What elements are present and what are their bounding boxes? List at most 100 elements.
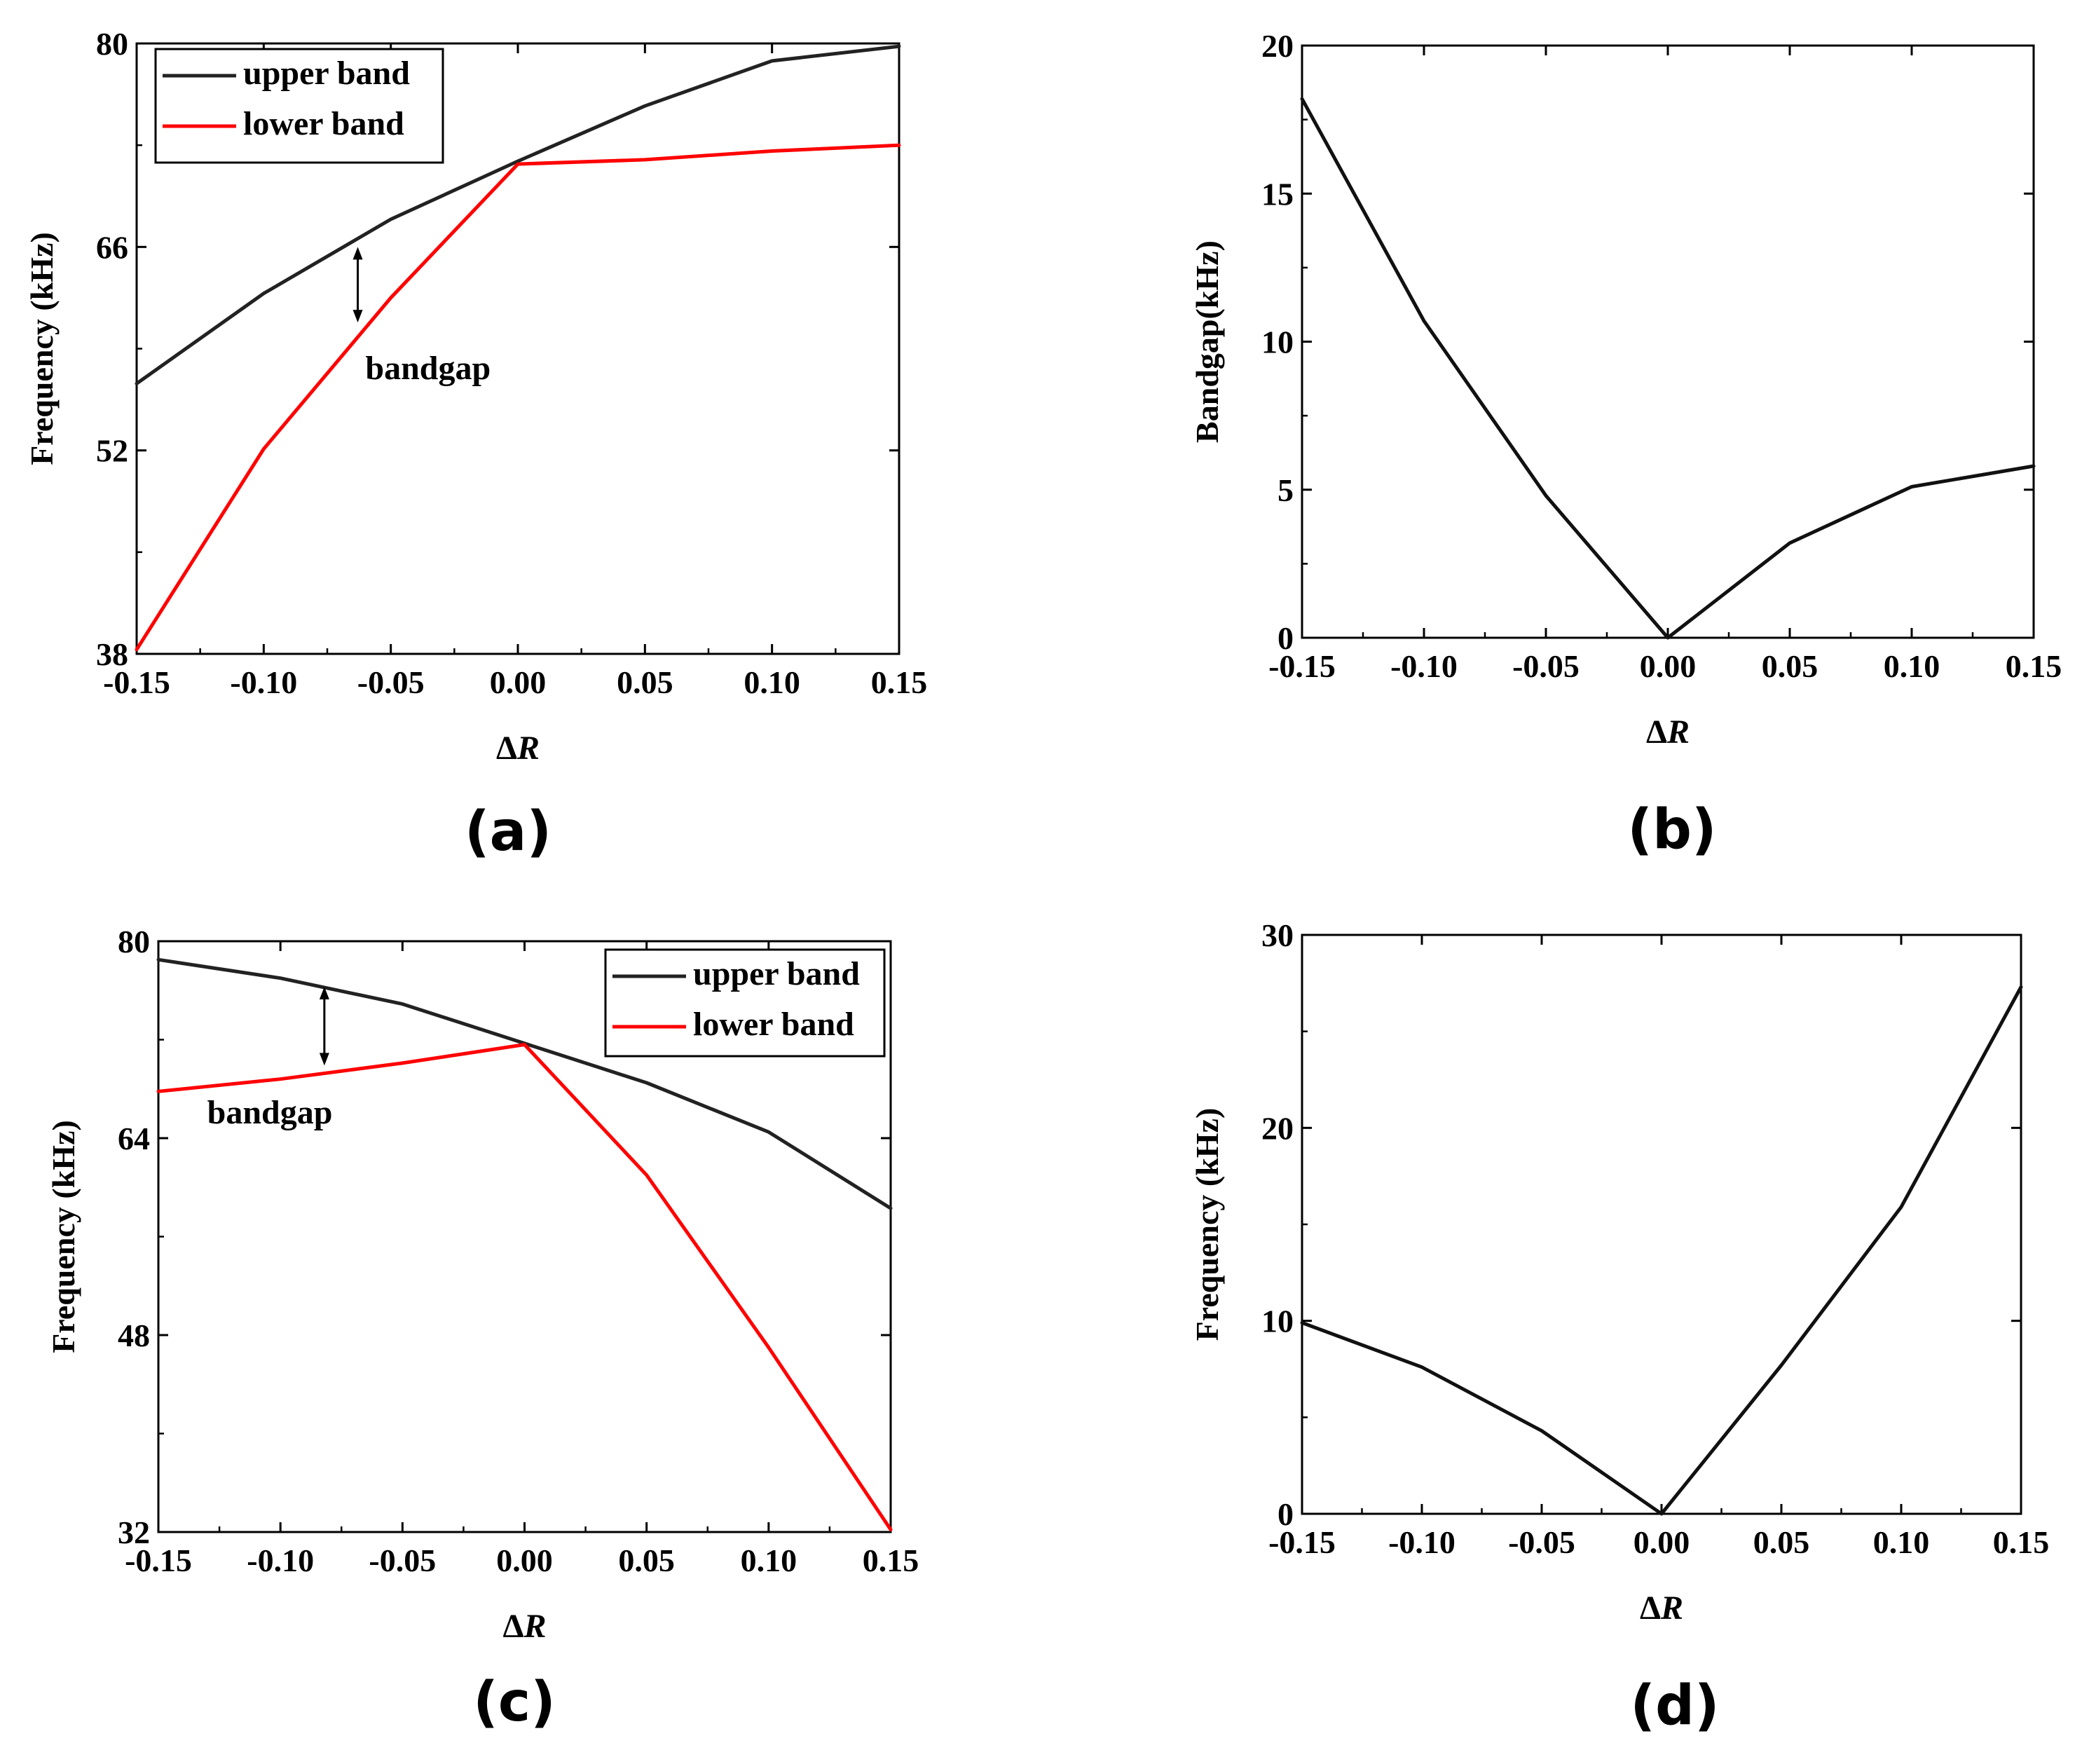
y-tick-label: 20 [1261,28,1294,64]
arrow-head-up [319,986,329,999]
data-point-bandgap [2032,465,2035,467]
y-axis-label: Frequency (kHz) [24,232,60,465]
x-axis-label-var: R [523,1608,547,1645]
data-point-upper-band [767,1130,770,1133]
x-axis-label-delta: Δ [1640,1589,1661,1627]
x-tick-label: 0.15 [1993,1524,2050,1560]
data-point-bandgap [1545,494,1547,497]
y-tick-label: 48 [118,1318,150,1353]
data-point-lower-band [898,144,900,146]
data-point-bandgap [1910,486,1913,488]
x-axis-label: ΔR [502,1608,546,1645]
x-tick-label: 0.05 [1753,1524,1810,1560]
x-tick-label: 0.15 [871,664,928,700]
data-point-lower-band [279,1078,282,1081]
data-point-bandgap [1420,1366,1423,1369]
x-tick-label: 0.10 [744,664,800,700]
y-tick-label: 5 [1278,472,1294,508]
data-point-lower-band [523,1044,526,1046]
data-point-upper-band [390,218,392,221]
x-tick-label: 0.15 [2006,648,2062,684]
data-point-lower-band [767,1346,770,1349]
x-axis-label-delta: Δ [502,1608,523,1645]
legend-label: upper band [243,55,410,92]
chart-b: -0.15 -0.10 -0.05 0.00 0.05 0.10 0.15 0 5 10 15 20 Δ… [1189,28,2062,861]
y-axis-label: Frequency (kHz) [46,1120,81,1353]
x-tick-label: 0.10 [1884,648,1940,684]
data-point-upper-band [135,382,138,385]
x-tick-label: 0.05 [618,1543,675,1578]
y-tick-label: 10 [1261,324,1294,360]
y-tick-label: 66 [96,229,128,265]
data-point-bandgap [1301,97,1303,100]
x-axis-label: ΔR [1640,1589,1683,1627]
data-point-lower-band [262,448,265,451]
panel-label: (b) [1627,798,1716,861]
chart-a: -0.15 -0.10 -0.05 0.00 0.05 0.10 0.15 38 52 66 80 Δ… [24,26,927,863]
data-point-bandgap [1301,1321,1303,1324]
x-tick-label: -0.05 [1512,648,1580,684]
plot-frame [1301,934,2022,1515]
data-point-bandgap [2020,985,2022,988]
x-tick-label: 0.00 [1633,1524,1690,1560]
arrow-head-down [319,1053,329,1066]
legend-box [154,48,444,164]
arrow-head-up [352,247,363,260]
data-point-lower-band [516,163,519,165]
data-point-bandgap [1900,1205,1903,1208]
x-tick-label: -0.15 [1268,648,1336,684]
data-point-upper-band [643,104,646,107]
y-tick-label: 38 [96,636,128,672]
x-axis-label-delta: Δ [496,730,517,767]
data-point-lower-band [135,648,138,651]
data-point-bandgap [1666,636,1669,639]
x-axis-label-var: R [516,730,540,767]
y-tick-label: 80 [118,924,150,959]
x-tick-label: 0.05 [617,664,673,700]
data-point-upper-band [516,160,519,163]
legend: upper band lower band [604,948,886,1058]
x-tick-label: -0.15 [125,1543,192,1578]
x-axis-label: ΔR [1646,713,1690,751]
y-tick-label: 30 [1261,917,1294,953]
y-tick-label: 15 [1261,176,1294,212]
x-tick-label: -0.10 [1390,648,1458,684]
legend-label: lower band [243,105,404,142]
x-tick-label: -0.05 [369,1543,436,1578]
bandgap-annotation: bandgap [207,1094,333,1131]
y-tick-label: 64 [118,1121,150,1156]
chart-d: -0.15 -0.10 -0.05 0.00 0.05 0.10 0.15 0 10 20 30 ΔR… [1189,917,2049,1737]
data-point-lower-band [889,1528,892,1531]
data-point-upper-band [889,1207,892,1210]
x-tick-label: 0.10 [1873,1524,1930,1560]
x-axis-label-delta: Δ [1646,713,1667,751]
data-point-upper-band [401,1003,404,1006]
x-tick-label: -0.15 [103,664,170,700]
data-point-lower-band [771,149,774,152]
x-tick-label: -0.10 [1388,1524,1456,1560]
data-point-lower-band [390,296,392,299]
data-point-lower-band [401,1062,404,1065]
x-axis-label-var: R [1660,1589,1683,1627]
y-tick-label: 52 [96,433,128,469]
x-tick-label: -0.10 [230,664,297,700]
panel-label: (d) [1630,1674,1719,1737]
data-point-bandgap [1540,1430,1543,1433]
data-point-upper-band [645,1081,648,1084]
plot-frame [1301,44,2035,639]
x-tick-label: 0.15 [863,1543,919,1578]
x-tick-label: 0.00 [1640,648,1697,684]
bandgap-annotation: bandgap [365,350,491,387]
x-tick-label: 0.05 [1762,648,1819,684]
data-point-upper-band [279,977,282,980]
legend-label: lower band [693,1006,854,1043]
data-point-bandgap [1660,1512,1663,1515]
data-point-bandgap [1788,542,1791,545]
panel-label: (c) [473,1671,556,1734]
data-point-lower-band [645,1174,648,1177]
data-point-bandgap [1780,1364,1783,1367]
y-tick-label: 32 [118,1515,150,1550]
chart-c: -0.15 -0.10 -0.05 0.00 0.05 0.10 0.15 32 48 64 80 Δ… [46,924,919,1734]
y-tick-label: 0 [1278,1496,1294,1532]
